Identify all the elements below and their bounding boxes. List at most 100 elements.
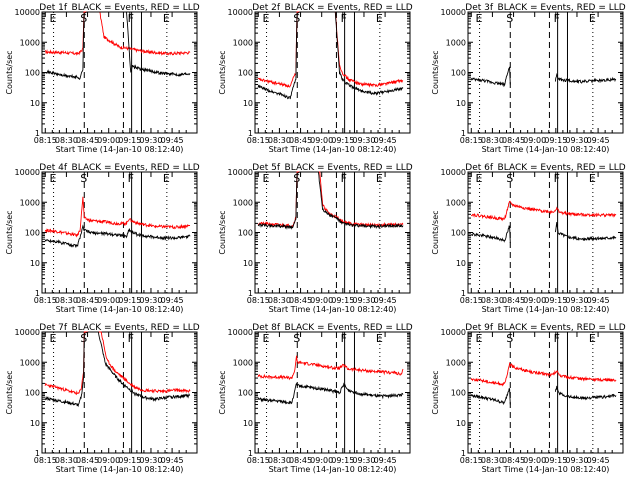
y-tick-label: 100 bbox=[451, 229, 466, 238]
x-tick-label: 09:00 bbox=[97, 456, 120, 465]
y-tick-label: 10 bbox=[456, 419, 466, 428]
event-marker-label: E bbox=[50, 172, 57, 185]
event-marker-label: E bbox=[589, 332, 596, 345]
panel-4: Det 4f_BLACK = Events, RED = LLD 1 10 100 10… bbox=[5, 163, 200, 314]
event-marker-label: E bbox=[376, 12, 383, 25]
x-axis-label: Start Time (14-Jan-10 08:12:40) bbox=[482, 465, 610, 474]
event-marker-label: F bbox=[128, 12, 134, 25]
x-axis-label: Start Time (14-Jan-10 08:12:40) bbox=[56, 465, 184, 474]
event-marker-label: S bbox=[293, 332, 300, 345]
x-tick-label: 08:30 bbox=[55, 456, 78, 465]
x-tick-label: 09:45 bbox=[161, 296, 184, 305]
event-marker-label: F bbox=[128, 332, 134, 345]
series-events bbox=[44, 224, 191, 248]
panel-3: Det 3f_BLACK = Events, RED = LLD 1 10 100 10… bbox=[431, 3, 626, 154]
series-events bbox=[554, 222, 617, 242]
x-tick-label: 09:00 bbox=[310, 136, 333, 145]
panel-title: Det 4f_BLACK = Events, RED = LLD bbox=[39, 163, 199, 173]
x-tick-label: 09:30 bbox=[352, 456, 375, 465]
series-events bbox=[257, 382, 404, 405]
y-axis-label: Counts/sec bbox=[5, 370, 14, 414]
x-tick-label: 08:30 bbox=[481, 136, 504, 145]
event-marker-label: S bbox=[506, 12, 513, 25]
x-tick-label: 08:30 bbox=[55, 136, 78, 145]
x-tick-label: 08:45 bbox=[76, 456, 99, 465]
plot-frame bbox=[467, 11, 624, 134]
event-marker-label: E bbox=[376, 332, 383, 345]
x-tick-label: 08:30 bbox=[268, 296, 291, 305]
y-axis-label: Counts/sec bbox=[218, 50, 227, 94]
series-events bbox=[470, 66, 511, 88]
x-tick-label: 08:45 bbox=[76, 136, 99, 145]
y-tick-label: 1000 bbox=[446, 198, 466, 207]
plot-frame bbox=[467, 171, 624, 294]
series-events bbox=[554, 385, 617, 401]
x-tick-label: 09:30 bbox=[139, 456, 162, 465]
x-axis-label: Start Time (14-Jan-10 08:12:40) bbox=[56, 145, 184, 154]
series-lld bbox=[44, 196, 191, 238]
panel-9: Det 9f_BLACK = Events, RED = LLD 1 10 100 10… bbox=[431, 323, 626, 474]
x-tick-label: 08:45 bbox=[502, 136, 525, 145]
x-axis-label: Start Time (14-Jan-10 08:12:40) bbox=[482, 305, 610, 314]
y-tick-label: 1000 bbox=[233, 358, 253, 367]
series-events bbox=[45, 11, 191, 81]
x-tick-label: 08:45 bbox=[76, 296, 99, 305]
panel-8: Det 8f_BLACK = Events, RED = LLD 1 10 100 10… bbox=[218, 323, 413, 474]
y-tick-label: 10 bbox=[30, 419, 40, 428]
y-tick-label: 1 bbox=[248, 129, 253, 138]
x-tick-label: 08:30 bbox=[55, 296, 78, 305]
y-tick-label: 100 bbox=[451, 389, 466, 398]
x-tick-label: 08:15 bbox=[34, 296, 57, 305]
y-tick-label: 100 bbox=[238, 69, 253, 78]
x-tick-label: 08:15 bbox=[460, 296, 483, 305]
y-tick-label: 1 bbox=[461, 129, 466, 138]
x-tick-label: 09:15 bbox=[544, 456, 567, 465]
x-tick-label: 09:00 bbox=[523, 456, 546, 465]
y-tick-label: 1 bbox=[35, 289, 40, 298]
event-marker-label: E bbox=[163, 332, 170, 345]
panel-title: Det 3f_BLACK = Events, RED = LLD bbox=[465, 3, 625, 13]
x-tick-label: 09:30 bbox=[352, 296, 375, 305]
y-tick-label: 100 bbox=[238, 229, 253, 238]
x-tick-label: 08:15 bbox=[460, 456, 483, 465]
series-lld bbox=[44, 331, 191, 396]
y-tick-label: 10 bbox=[243, 419, 253, 428]
y-tick-label: 10 bbox=[243, 99, 253, 108]
y-tick-label: 1000 bbox=[446, 38, 466, 47]
x-tick-label: 09:00 bbox=[310, 456, 333, 465]
event-marker-label: E bbox=[476, 172, 483, 185]
series-lld bbox=[471, 200, 617, 222]
x-tick-label: 09:15 bbox=[544, 136, 567, 145]
event-marker-label: F bbox=[128, 172, 134, 185]
plot-frame bbox=[41, 11, 198, 134]
x-axis-label: Start Time (14-Jan-10 08:12:40) bbox=[269, 305, 397, 314]
event-marker-label: F bbox=[554, 332, 560, 345]
y-tick-label: 1 bbox=[461, 289, 466, 298]
event-marker-label: E bbox=[589, 172, 596, 185]
y-tick-label: 10 bbox=[243, 259, 253, 268]
y-tick-label: 1 bbox=[248, 449, 253, 458]
event-marker-label: E bbox=[263, 332, 270, 345]
x-tick-label: 09:30 bbox=[139, 136, 162, 145]
event-marker-label: E bbox=[50, 12, 57, 25]
event-marker-label: E bbox=[163, 172, 170, 185]
y-tick-label: 10000 bbox=[228, 8, 253, 17]
y-tick-label: 100 bbox=[25, 69, 40, 78]
series-lld bbox=[470, 362, 617, 387]
x-axis-label: Start Time (14-Jan-10 08:12:40) bbox=[269, 465, 397, 474]
event-marker-label: F bbox=[554, 172, 560, 185]
y-tick-label: 10000 bbox=[15, 168, 40, 177]
y-axis-label: Counts/sec bbox=[431, 370, 440, 414]
x-tick-label: 08:15 bbox=[247, 136, 270, 145]
panel-title: Det 7f_BLACK = Events, RED = LLD bbox=[39, 323, 199, 333]
y-tick-label: 10000 bbox=[228, 328, 253, 337]
x-tick-label: 09:45 bbox=[374, 136, 397, 145]
x-tick-label: 09:00 bbox=[310, 296, 333, 305]
x-tick-label: 08:15 bbox=[247, 296, 270, 305]
y-tick-label: 10 bbox=[30, 259, 40, 268]
panel-title: Det 2f_BLACK = Events, RED = LLD bbox=[252, 3, 412, 13]
x-tick-label: 08:45 bbox=[289, 456, 312, 465]
y-axis-label: Counts/sec bbox=[218, 210, 227, 254]
x-tick-label: 09:00 bbox=[523, 296, 546, 305]
y-tick-label: 10000 bbox=[15, 328, 40, 337]
